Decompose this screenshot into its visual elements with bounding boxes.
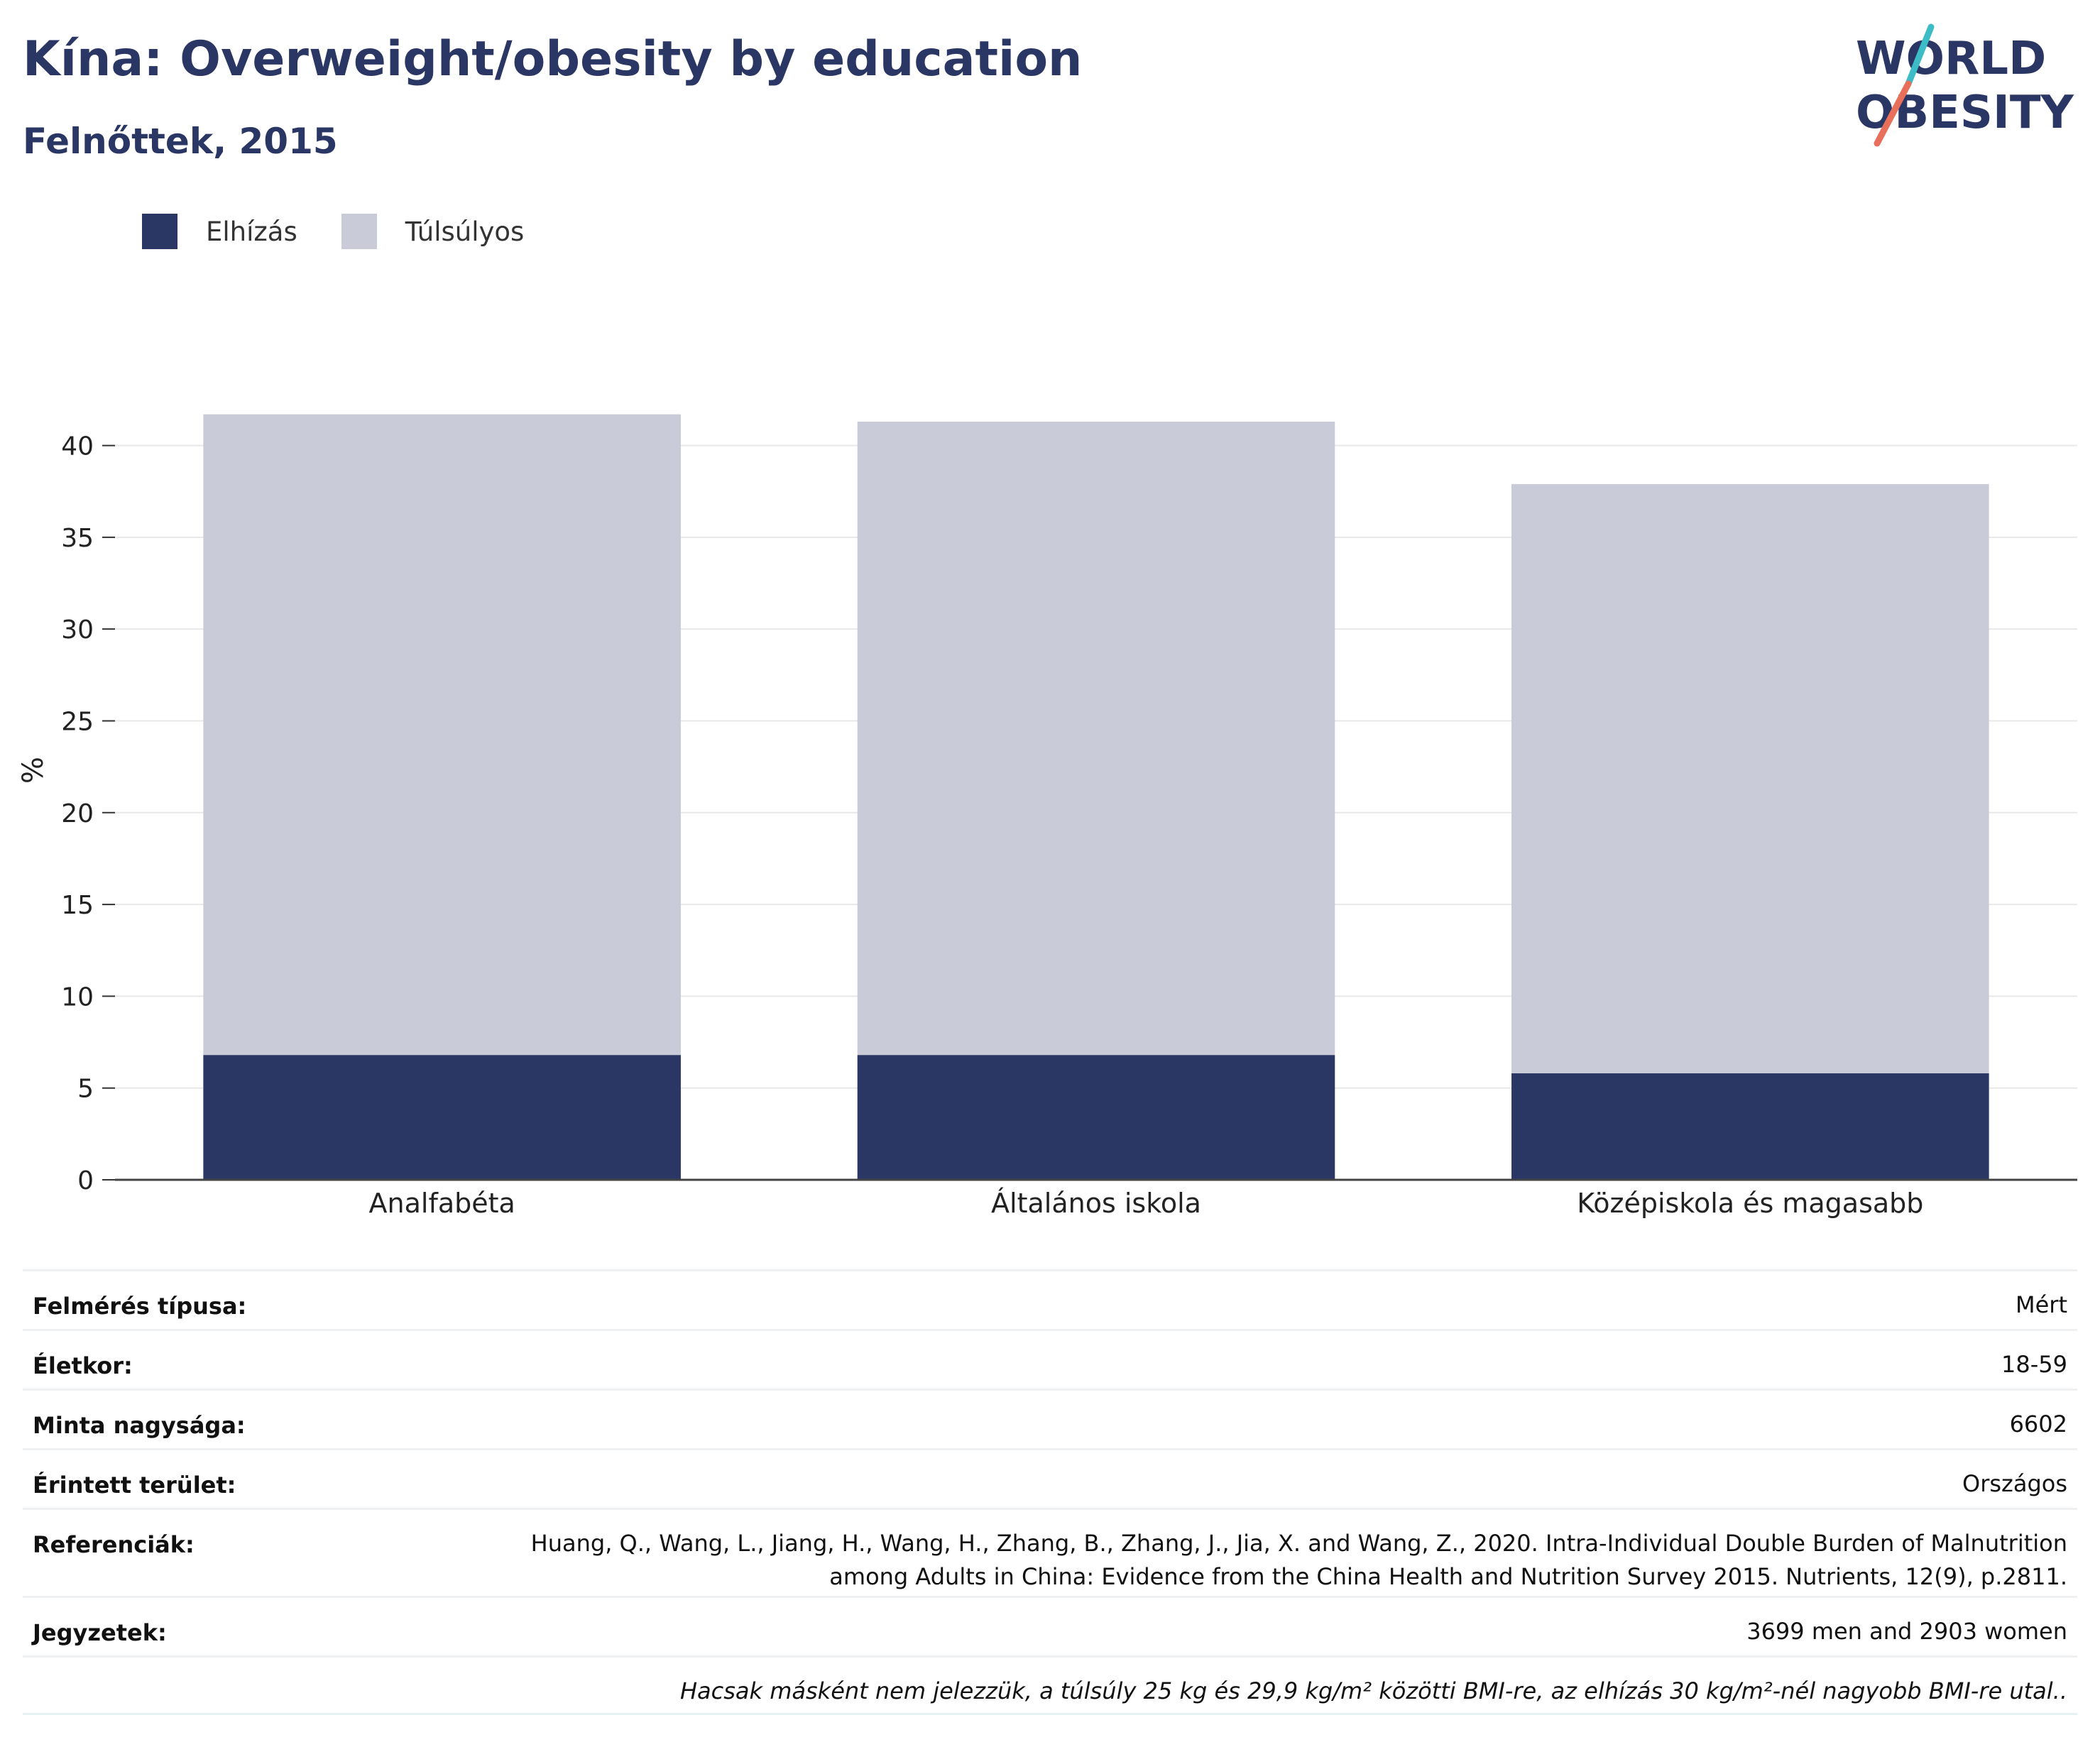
meta-label-age: Életkor:: [33, 1352, 133, 1379]
y-axis-label: %: [17, 757, 50, 784]
x-tick-label-2: Középiskola és magasabb: [1577, 1188, 1923, 1219]
meta-row-notes: Jegyzetek: 3699 men and 2903 women: [23, 1596, 2077, 1655]
x-tick-label-1: Általános iskola: [991, 1188, 1201, 1219]
meta-row-area: Érintett terület: Országos: [23, 1448, 2077, 1508]
y-tick-label-35: 35: [61, 524, 94, 553]
bar-overweight-1: [857, 421, 1335, 1056]
legend-swatch-overweight: [341, 214, 377, 249]
page-subtitle: Felnőttek, 2015: [23, 121, 338, 162]
meta-label-notes: Jegyzetek:: [33, 1619, 167, 1646]
bar-overweight-0: [203, 414, 681, 1056]
meta-value-survey-type: Mért: [2016, 1291, 2067, 1318]
meta-row-survey-type: Felmérés típusa: Mért: [23, 1269, 2077, 1329]
meta-row-sample-size: Minta nagysága: 6602: [23, 1389, 2077, 1448]
y-tick-label-20: 20: [61, 799, 94, 828]
bar-obesity-1: [857, 1055, 1335, 1180]
legend-label-obesity: Elhízás: [206, 216, 297, 247]
meta-row-footnote: Hacsak másként nem jelezzük, a túlsúly 2…: [23, 1655, 2077, 1715]
y-tick-label-10: 10: [61, 982, 94, 1012]
legend-item-overweight[interactable]: Túlsúlyos: [341, 214, 525, 249]
logo-coral-stroke: [1874, 80, 1912, 147]
y-tick-label-30: 30: [61, 615, 94, 645]
bar-chart: 0 5 10 15 20 25 30 35 40% Analfabéta Általános isk…: [17, 414, 2077, 1219]
bar-obesity-0: [203, 1055, 681, 1180]
meta-row-references: Referenciák: Huang, Q., Wang, L., Jiang,…: [23, 1508, 2077, 1596]
meta-value-references: Huang, Q., Wang, L., Jiang, H., Wang, H.…: [530, 1530, 2067, 1590]
y-tick-label-25: 25: [61, 707, 94, 736]
world-obesity-logo: WORLD OBESITY: [1856, 23, 2074, 147]
meta-label-sample-size: Minta nagysága:: [33, 1412, 246, 1439]
logo-line2: OBESITY: [1856, 87, 2074, 139]
y-tick-label-15: 15: [61, 891, 94, 920]
page-title: Kína: Overweight/obesity by education: [23, 31, 1083, 87]
y-tick-label-5: 5: [77, 1075, 94, 1104]
y-tick-label-40: 40: [61, 432, 94, 461]
bar-obesity-2: [1511, 1073, 1989, 1180]
meta-value-notes: 3699 men and 2903 women: [1746, 1618, 2067, 1645]
y-tick-label-0: 0: [77, 1166, 94, 1195]
meta-value-age: 18-59: [2001, 1351, 2067, 1378]
meta-value-sample-size: 6602: [2009, 1411, 2067, 1437]
meta-label-survey-type: Felmérés típusa:: [33, 1293, 247, 1320]
legend-item-obesity[interactable]: Elhízás: [142, 214, 297, 249]
meta-label-area: Érintett terület:: [33, 1472, 236, 1499]
x-tick-label-0: Analfabéta: [369, 1188, 515, 1219]
legend-swatch-obesity: [142, 214, 177, 249]
meta-row-age: Életkor: 18-59: [23, 1329, 2077, 1389]
meta-footnote: Hacsak másként nem jelezzük, a túlsúly 2…: [679, 1677, 2067, 1704]
bar-overweight-2: [1511, 483, 1989, 1074]
meta-label-references: Referenciák:: [33, 1531, 195, 1558]
chart-legend: Elhízás Túlsúlyos: [142, 210, 568, 253]
logo-line1: WORLD: [1856, 33, 2046, 85]
metadata-table: Felmérés típusa: Mért Életkor: 18-59 Min…: [23, 1269, 2077, 1715]
meta-value-area: Országos: [1962, 1470, 2067, 1497]
logo-teal-stroke: [1905, 23, 1935, 87]
legend-label-overweight: Túlsúlyos: [405, 216, 525, 247]
